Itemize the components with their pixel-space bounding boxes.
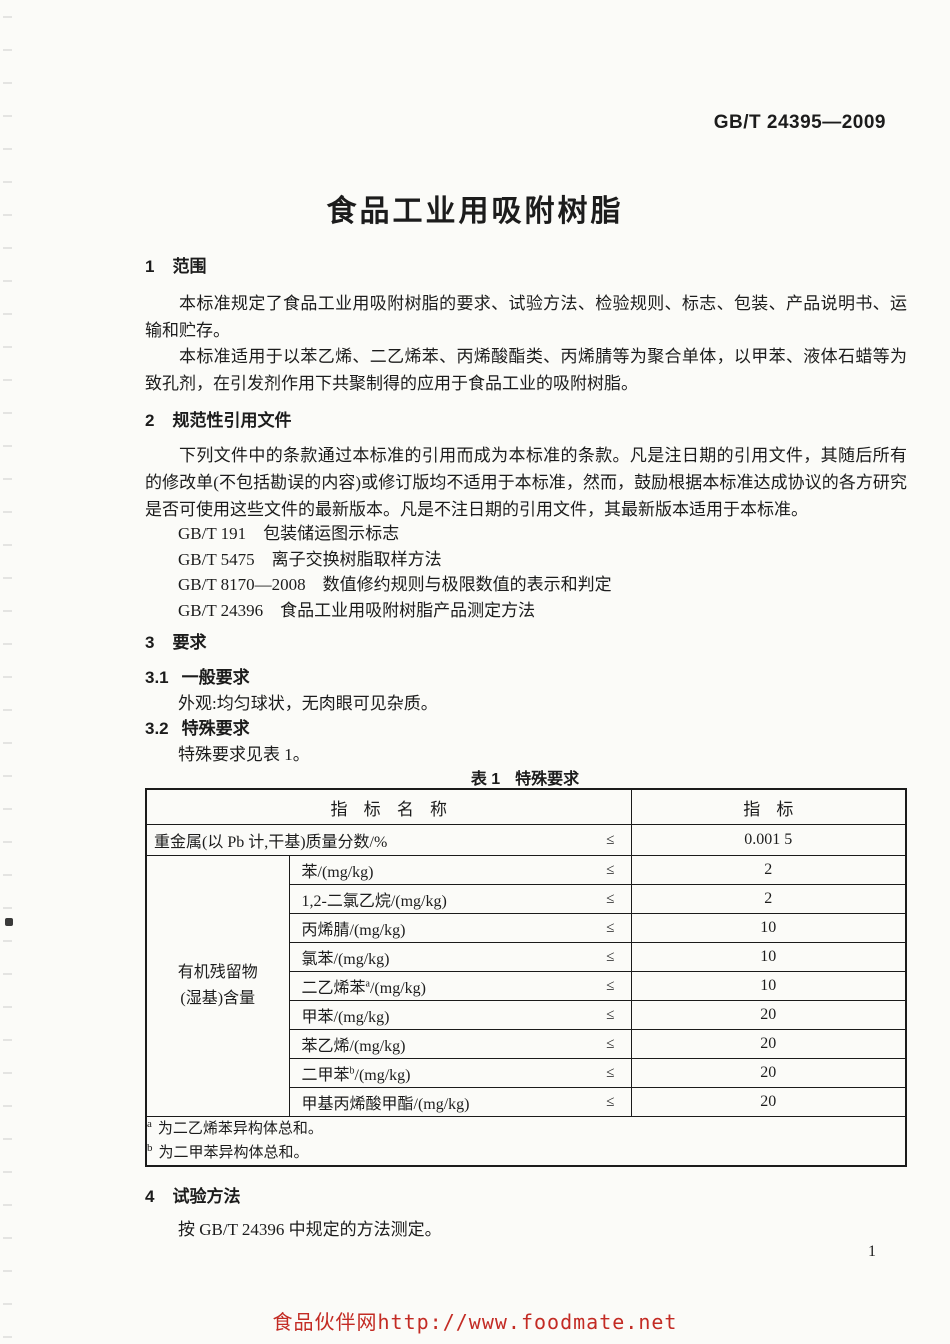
column-header-name: 指 标 名 称 [145, 788, 632, 825]
scan-speck [5, 918, 13, 926]
table-footnote: a 为二乙烯苯异构体总和。 [147, 1118, 323, 1138]
less-than-equal-symbol: ≤ [606, 919, 615, 936]
less-than-equal-symbol: ≤ [606, 890, 615, 907]
section-3-1-number: 3.1 [145, 668, 169, 687]
parameter-value-cell: 10 [630, 913, 907, 943]
section-2-number: 2 [145, 411, 155, 430]
section-3-number: 3 [145, 633, 155, 652]
section-3-1-heading: 3.1 一般要求 [145, 663, 250, 688]
section-1-number: 1 [145, 257, 155, 276]
parameter-name-cell: 氯苯/(mg/kg) ≤ [288, 942, 632, 972]
table-row: 二乙烯苯a/(mg/kg) ≤10 [146, 971, 907, 1001]
parameter-name-cell: 二甲苯b/(mg/kg) ≤ [288, 1058, 632, 1088]
parameter-value-cell: 20 [630, 1000, 907, 1030]
heavy-metal-row: 重金属(以 Pb 计,干基)质量分数/% ≤ 0.001 5 [145, 824, 907, 856]
table-row: 甲基丙烯酸甲酯/(mg/kg) ≤20 [146, 1087, 907, 1117]
section-2-heading: 2 规范性引用文件 [145, 406, 291, 431]
section-3-1-body: 外观:均匀球状，无肉眼可见杂质。 [178, 694, 438, 713]
section-3-2-body: 特殊要求见表 1。 [178, 745, 310, 764]
page-number: 1 [868, 1243, 876, 1260]
table-row: 苯乙烯/(mg/kg) ≤20 [146, 1029, 907, 1059]
less-than-equal-symbol: ≤ [606, 1064, 615, 1081]
section-1-heading: 1 范围 [145, 252, 206, 277]
section-1-paragraph-1: 本标准规定了食品工业用吸附树脂的要求、试验方法、检验规则、标志、包装、产品说明书… [145, 294, 907, 340]
less-than-equal-symbol: ≤ [606, 977, 615, 994]
section-1-title: 范围 [172, 257, 207, 276]
parameter-value-cell: 20 [630, 1029, 907, 1059]
section-3-2-number: 3.2 [145, 719, 169, 738]
section-1-paragraph-2: 本标准适用于以苯乙烯、二乙烯苯、丙烯酸酯类、丙烯腈等为聚合单体，以甲苯、液体石蜡… [145, 347, 907, 393]
parameter-name-cell: 二乙烯苯a/(mg/kg) ≤ [288, 971, 632, 1001]
section-4-title: 试验方法 [172, 1187, 241, 1206]
standard-code: GB/T 24395—2009 [713, 112, 886, 133]
reference-item: GB/T 24396 食品工业用吸附树脂产品测定方法 [178, 600, 536, 620]
parameter-name-cell: 苯乙烯/(mg/kg) ≤ [288, 1029, 632, 1059]
parameter-value-cell: 10 [630, 942, 907, 972]
section-2-paragraph: 下列文件中的条款通过本标准的引用而成为本标准的条款。凡是注日期的引用文件，其随后… [145, 446, 907, 519]
parameter-name-cell: 甲基丙烯酸甲酯/(mg/kg) ≤ [288, 1087, 632, 1117]
table-1-caption-label: 表 1 [470, 771, 501, 788]
table-row: 甲苯/(mg/kg) ≤20 [146, 1000, 907, 1030]
section-3-1-title: 一般要求 [181, 668, 250, 687]
less-than-equal-symbol: ≤ [606, 1035, 615, 1052]
reference-item: GB/T 191 包装储运图示标志 [178, 524, 400, 543]
reference-item: GB/T 8170—2008 数值修约规则与极限数值的表示和判定 [178, 575, 612, 594]
references-list: GB/T 191 包装储运图示标志 GB/T 5475 离子交换树脂取样方法 GB/T … [178, 521, 612, 623]
parameter-name-cell: 苯/(mg/kg) ≤ [288, 855, 632, 885]
table-1-caption-title: 特殊要求 [515, 771, 580, 788]
less-than-equal-symbol: ≤ [606, 861, 615, 878]
reference-item: GB/T 5475 离子交换树脂取样方法 [178, 549, 442, 569]
parameter-value-cell: 2 [630, 884, 907, 914]
table-row: 丙烯腈/(mg/kg) ≤10 [146, 913, 907, 943]
section-3-title: 要求 [172, 633, 207, 652]
less-than-equal-symbol: ≤ [606, 1006, 615, 1023]
heavy-metal-value: 0.001 5 [630, 824, 907, 856]
footnote-row: a 为二乙烯苯异构体总和。 b 为二甲苯异构体总和。 [145, 1116, 907, 1167]
scan-noise-left-edge [3, 0, 12, 1344]
table-row: 1,2-二氯乙烷/(mg/kg) ≤2 [146, 884, 907, 914]
footnotes-cell: a 为二乙烯苯异构体总和。 b 为二甲苯异构体总和。 [145, 1116, 907, 1167]
section-4-number: 4 [145, 1187, 155, 1206]
column-header-value: 指 标 [630, 788, 907, 825]
document-title: 食品工业用吸附树脂 [326, 195, 624, 228]
less-than-equal-symbol: ≤ [606, 831, 615, 848]
watermark-footer: 食品伙伴网http://www.foodmate.net [272, 1310, 678, 1334]
parameter-name-cell: 甲苯/(mg/kg) ≤ [288, 1000, 632, 1030]
less-than-equal-symbol: ≤ [606, 948, 615, 965]
organic-rows-body: 有机残留物 (湿基)含量 苯/(mg/kg) ≤2 1,2-二氯乙烷/(mg/kg) ≤2… [145, 855, 907, 1117]
table-1-special-requirements: 指 标 名 称 指 标 重金属(以 Pb 计,干基)质量分数/% ≤ 0.001… [145, 788, 908, 1167]
section-4-heading: 4 试验方法 [145, 1182, 240, 1207]
table-row: 有机残留物 (湿基)含量 苯/(mg/kg) ≤2 [145, 855, 907, 1117]
parameter-name-cell: 丙烯腈/(mg/kg) ≤ [288, 913, 632, 943]
parameter-value-cell: 2 [630, 855, 907, 885]
heavy-metal-name: 重金属(以 Pb 计,干基)质量分数/% [154, 834, 388, 851]
section-2-title: 规范性引用文件 [172, 411, 292, 430]
parameter-value-cell: 20 [630, 1087, 907, 1117]
less-than-equal-symbol: ≤ [606, 1093, 615, 1110]
table-header-row: 指 标 名 称 指 标 [145, 788, 907, 825]
table-1-caption: 表 1 特殊要求 [145, 765, 905, 789]
table-footnote: b 为二甲苯异构体总和。 [147, 1142, 309, 1162]
parameter-name-cell: 1,2-二氯乙烷/(mg/kg) ≤ [288, 884, 632, 914]
parameter-value-cell: 20 [630, 1058, 907, 1088]
section-3-2-title: 特殊要求 [181, 719, 250, 738]
group-label-cell: 有机残留物 (湿基)含量 [145, 855, 290, 1117]
section-3-2-heading: 3.2 特殊要求 [145, 714, 250, 739]
section-3-heading: 3 要求 [145, 628, 206, 653]
section-4-body: 按 GB/T 24396 中规定的方法测定。 [178, 1220, 442, 1239]
parameter-value-cell: 10 [630, 971, 907, 1001]
